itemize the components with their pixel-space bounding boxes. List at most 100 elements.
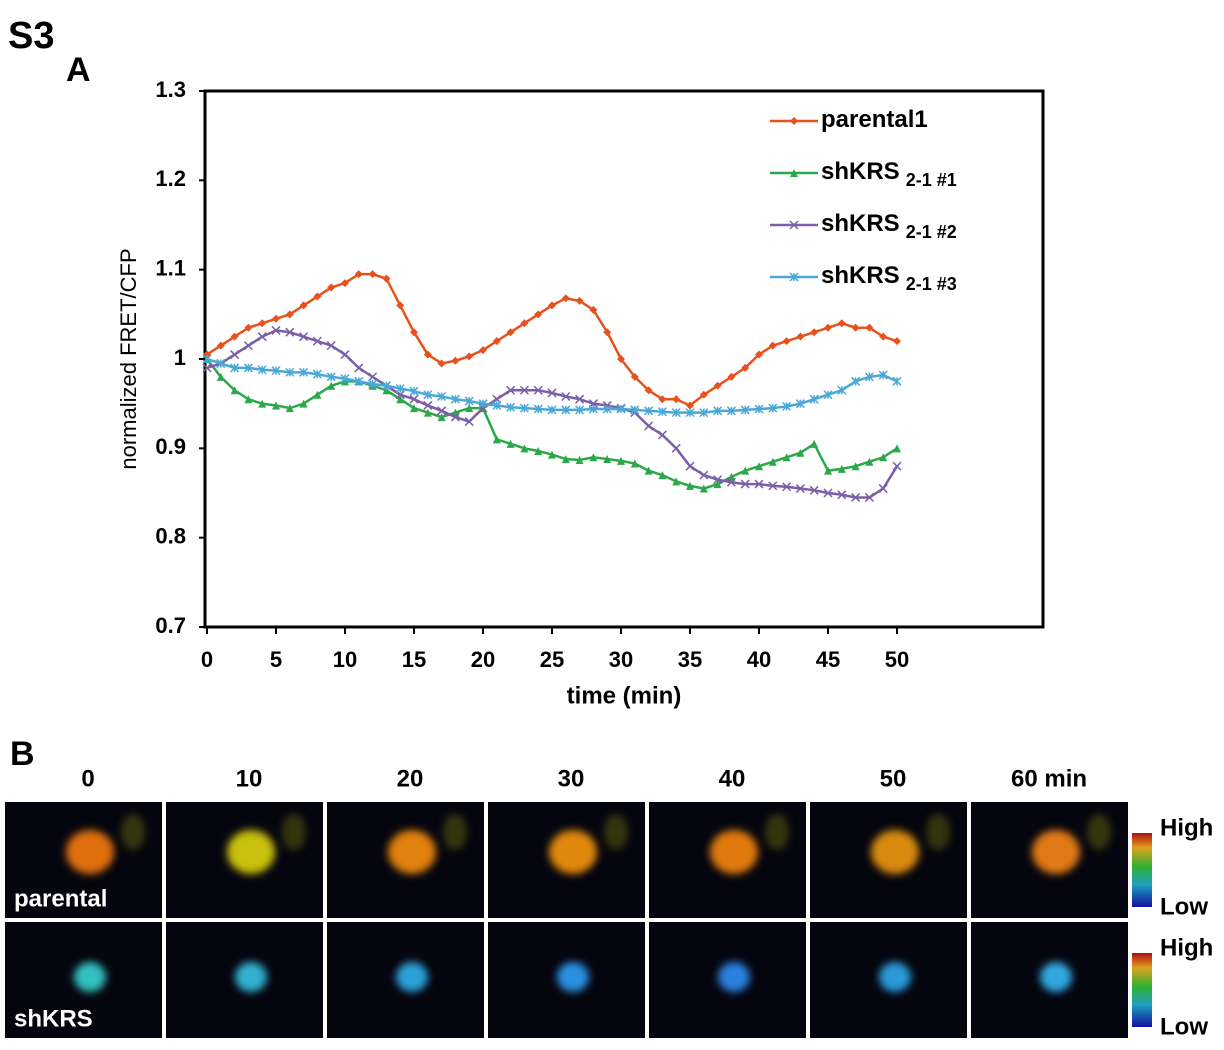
x-axis-label: time (min) xyxy=(567,682,682,709)
legend-name: shKRS xyxy=(821,262,900,289)
cell-signal xyxy=(121,814,145,850)
time-label: 50 xyxy=(880,765,907,792)
marker xyxy=(810,440,818,448)
cell-signal xyxy=(235,962,267,992)
panel-label: B xyxy=(10,735,35,773)
cell-signal xyxy=(74,962,106,992)
line xyxy=(207,330,897,497)
cell-signal xyxy=(604,814,628,850)
x-tick-label: 40 xyxy=(747,647,771,672)
y-tick-label: 1.3 xyxy=(155,77,186,102)
legend-label: shKRS 2-1 #1 xyxy=(821,158,957,189)
x-tick-label: 10 xyxy=(333,647,357,672)
x-tick-label: 5 xyxy=(270,647,282,672)
x-tick-label: 0 xyxy=(201,647,213,672)
marker xyxy=(658,431,666,439)
cell-signal xyxy=(879,962,911,992)
row-label: shKRS xyxy=(14,1005,93,1032)
marker xyxy=(272,315,280,323)
marker xyxy=(686,462,694,470)
legend-label: parental1 xyxy=(821,106,928,133)
cell-signal xyxy=(227,830,275,874)
legend-label: shKRS 2-1 #3 xyxy=(821,262,957,293)
cell-signal xyxy=(765,814,789,850)
time-label: 0 xyxy=(81,765,94,792)
image-grid xyxy=(5,802,1128,1038)
legend-subscript: 2-1 #2 xyxy=(906,222,957,242)
marker xyxy=(672,395,680,403)
time-label: 60 min xyxy=(1011,765,1087,792)
marker xyxy=(783,337,791,345)
y-tick-label: 0.8 xyxy=(155,523,186,548)
x-tick-label: 30 xyxy=(609,647,633,672)
legend-label: shKRS 2-1 #2 xyxy=(821,210,957,241)
time-label: 30 xyxy=(558,765,585,792)
marker xyxy=(879,485,887,493)
color-scale xyxy=(1132,953,1152,1027)
y-tick-label: 0.7 xyxy=(155,613,186,638)
cell-signal xyxy=(1032,830,1080,874)
y-tick-label: 1.1 xyxy=(155,255,186,280)
marker xyxy=(244,342,252,350)
marker xyxy=(355,364,363,372)
x-tick-label: 20 xyxy=(471,647,495,672)
y-tick-label: 0.9 xyxy=(155,434,186,459)
panel-label: A xyxy=(66,51,91,89)
marker xyxy=(451,357,459,365)
time-label: 20 xyxy=(397,765,424,792)
color-scale xyxy=(1132,833,1152,907)
cell-signal xyxy=(388,830,436,874)
marker xyxy=(790,117,798,125)
line xyxy=(207,359,897,413)
cell-signal xyxy=(396,962,428,992)
cell-signal xyxy=(557,962,589,992)
scale-high: High xyxy=(1160,934,1213,961)
marker xyxy=(893,444,901,452)
scale-low: Low xyxy=(1160,893,1208,920)
marker xyxy=(672,444,680,452)
y-tick-label: 1 xyxy=(174,345,186,370)
marker xyxy=(231,351,239,359)
time-label: 40 xyxy=(719,765,746,792)
cell-signal xyxy=(443,814,467,850)
marker xyxy=(810,328,818,336)
marker xyxy=(838,319,846,327)
scale-low: Low xyxy=(1160,1013,1208,1040)
cell-signal xyxy=(718,962,750,992)
scale-high: High xyxy=(1160,814,1213,841)
x-tick-label: 15 xyxy=(402,647,426,672)
x-tick-label: 25 xyxy=(540,647,564,672)
cell-signal xyxy=(710,830,758,874)
line xyxy=(207,359,897,489)
cell-signal xyxy=(1087,814,1111,850)
marker xyxy=(852,324,860,332)
figure-label: S3 xyxy=(8,15,54,57)
legend-name: parental1 xyxy=(821,106,928,133)
y-axis-label: normalized FRET/CFP xyxy=(116,248,141,469)
row-label: parental xyxy=(14,885,107,912)
figure: S3 A normalized FRET/CFP time (min) B 0.… xyxy=(0,0,1224,1050)
x-tick-label: 35 xyxy=(678,647,702,672)
cell-signal xyxy=(871,830,919,874)
legend-name: shKRS xyxy=(821,210,900,237)
marker xyxy=(796,333,804,341)
cell-signal xyxy=(282,814,306,850)
y-tick-label: 1.2 xyxy=(155,166,186,191)
marker xyxy=(893,337,901,345)
legend-subscript: 2-1 #1 xyxy=(906,170,957,190)
cell-signal xyxy=(66,830,114,874)
legend-name: shKRS xyxy=(821,158,900,185)
legend-subscript: 2-1 #3 xyxy=(906,274,957,294)
marker xyxy=(645,422,653,430)
x-tick-label: 50 xyxy=(885,647,909,672)
time-label: 10 xyxy=(236,765,263,792)
marker xyxy=(893,462,901,470)
marker xyxy=(465,352,473,360)
marker xyxy=(258,319,266,327)
marker xyxy=(369,373,377,381)
marker xyxy=(824,324,832,332)
cell-signal xyxy=(926,814,950,850)
marker xyxy=(369,270,377,278)
cell-signal xyxy=(1040,962,1072,992)
x-tick-label: 45 xyxy=(816,647,840,672)
